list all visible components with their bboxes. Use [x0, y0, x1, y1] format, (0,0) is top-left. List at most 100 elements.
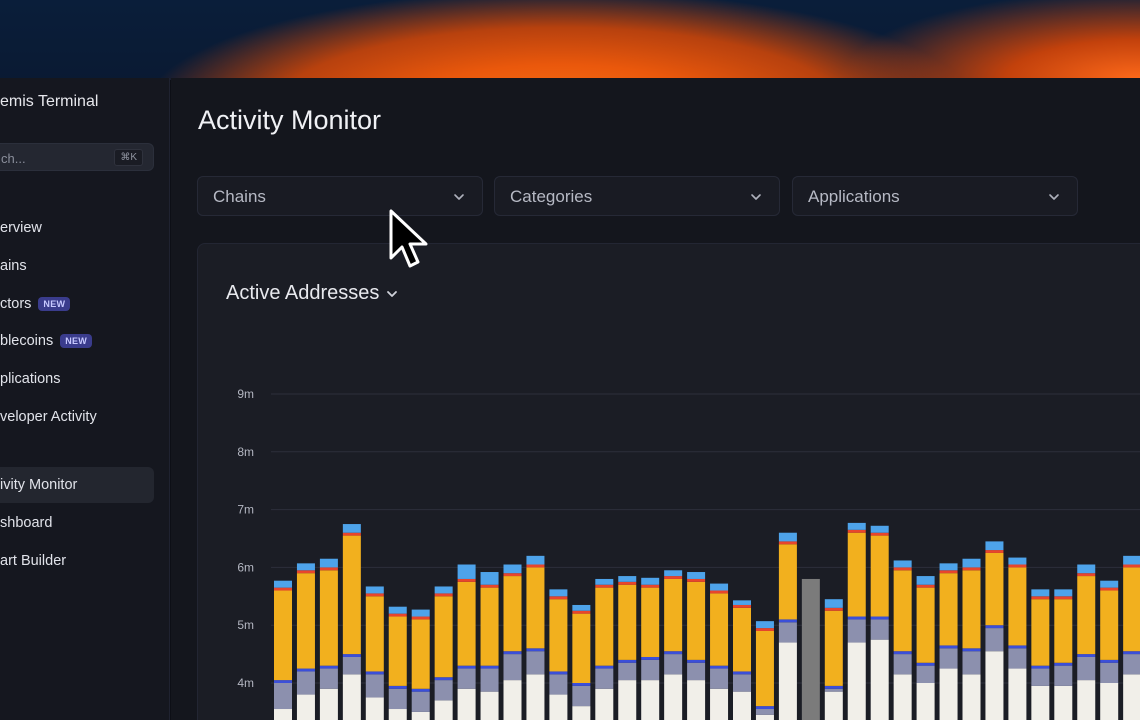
bar-segment[interactable] — [503, 651, 522, 655]
bar-segment[interactable] — [365, 586, 384, 594]
bar-segment[interactable] — [755, 621, 774, 629]
bar-segment[interactable] — [870, 639, 889, 720]
bar-segment[interactable] — [870, 525, 889, 533]
bar-segment[interactable] — [480, 668, 499, 692]
bar-segment[interactable] — [1077, 573, 1096, 577]
bar-segment[interactable] — [755, 628, 774, 631]
bar-segment[interactable] — [687, 659, 706, 663]
bar-segment[interactable] — [388, 616, 407, 686]
bar-segment[interactable] — [388, 685, 407, 689]
bar-segment[interactable] — [778, 532, 797, 542]
bar[interactable] — [365, 586, 384, 720]
bar-segment[interactable] — [733, 674, 751, 692]
bar-segment[interactable] — [388, 613, 407, 617]
bar-segment[interactable] — [985, 552, 1004, 626]
bar-segment[interactable] — [1100, 683, 1119, 720]
bar-segment[interactable] — [710, 668, 729, 689]
bar-segment[interactable] — [916, 576, 935, 585]
bar[interactable] — [847, 522, 866, 720]
bar-segment[interactable] — [411, 619, 430, 689]
bar-segment[interactable] — [939, 570, 958, 574]
sidebar-item-sectors[interactable]: ctors NEW — [0, 290, 71, 318]
bar-segment[interactable] — [755, 706, 774, 710]
bar-segment[interactable] — [939, 563, 958, 571]
bar-segment[interactable] — [457, 668, 476, 689]
bar-segment[interactable] — [641, 577, 660, 585]
bar-segment[interactable] — [388, 688, 407, 710]
bar-segment[interactable] — [939, 648, 958, 669]
bar-segment[interactable] — [687, 581, 706, 660]
sidebar-item-overview[interactable]: erview — [0, 214, 42, 242]
bar-segment[interactable] — [916, 584, 935, 588]
bar-segment[interactable] — [549, 674, 568, 695]
bar[interactable] — [893, 560, 912, 720]
bar-segment[interactable] — [755, 709, 774, 715]
bar-segment[interactable] — [1123, 564, 1140, 568]
bar-segment[interactable] — [893, 651, 912, 655]
bar-segment[interactable] — [274, 709, 292, 720]
bar[interactable] — [985, 541, 1004, 720]
bar[interactable] — [319, 558, 338, 720]
bar-segment[interactable] — [618, 581, 637, 585]
bar-segment[interactable] — [342, 532, 361, 536]
bar[interactable] — [457, 564, 476, 720]
bar-segment[interactable] — [595, 665, 614, 669]
bar-segment[interactable] — [778, 619, 797, 623]
bar-segment[interactable] — [503, 573, 522, 577]
bar-segment[interactable] — [847, 642, 866, 720]
bar-segment[interactable] — [526, 555, 545, 565]
bar-segment[interactable] — [664, 570, 683, 577]
bar-segment[interactable] — [480, 665, 499, 669]
bar[interactable] — [1100, 580, 1119, 720]
bar-segment[interactable] — [434, 700, 453, 720]
bar-segment[interactable] — [1031, 596, 1050, 600]
bar[interactable] — [962, 558, 981, 720]
bar-segment[interactable] — [457, 578, 476, 582]
bar-segment[interactable] — [985, 550, 1004, 553]
bar[interactable] — [296, 563, 315, 720]
bar-segment[interactable] — [824, 599, 843, 608]
bar-segment[interactable] — [1008, 567, 1027, 646]
bar[interactable] — [342, 524, 361, 720]
bar[interactable] — [801, 578, 820, 720]
chains-dropdown[interactable]: Chains — [197, 176, 483, 216]
bar-segment[interactable] — [526, 564, 545, 568]
bar-segment[interactable] — [1008, 564, 1027, 568]
bar-segment[interactable] — [296, 668, 315, 672]
bar-segment[interactable] — [824, 688, 843, 692]
bar-segment[interactable] — [962, 570, 981, 649]
bar-segment[interactable] — [1100, 590, 1119, 660]
sidebar-item-developer-activity[interactable]: veloper Activity — [0, 403, 97, 431]
bar-segment[interactable] — [549, 671, 568, 675]
bar-segment[interactable] — [847, 529, 866, 533]
bar-segment[interactable] — [778, 642, 797, 720]
bar-segment[interactable] — [503, 564, 522, 574]
bar-segment[interactable] — [1123, 674, 1140, 720]
bar[interactable] — [939, 563, 958, 720]
bar-segment[interactable] — [893, 674, 912, 720]
bar-segment[interactable] — [457, 665, 476, 669]
bar-segment[interactable] — [1008, 648, 1027, 669]
bar-segment[interactable] — [847, 616, 866, 620]
bar-segment[interactable] — [755, 630, 774, 707]
bar-segment[interactable] — [503, 680, 522, 720]
bar-segment[interactable] — [778, 622, 797, 643]
bar-segment[interactable] — [916, 662, 935, 666]
bar-segment[interactable] — [365, 593, 384, 597]
bar-segment[interactable] — [1077, 564, 1096, 574]
bar-segment[interactable] — [1008, 645, 1027, 649]
search-input[interactable]: ch... ⌘K — [0, 143, 154, 171]
applications-dropdown[interactable]: Applications — [792, 176, 1078, 216]
bar-segment[interactable] — [319, 570, 338, 666]
bar-segment[interactable] — [641, 656, 660, 660]
bar-segment[interactable] — [847, 619, 866, 643]
bar-segment[interactable] — [687, 572, 706, 579]
bar-segment[interactable] — [916, 587, 935, 663]
bar-segment[interactable] — [962, 651, 981, 675]
bar[interactable] — [274, 580, 292, 720]
bar-segment[interactable] — [870, 616, 889, 620]
bar[interactable] — [618, 576, 637, 720]
bar-segment[interactable] — [870, 532, 889, 536]
bar-segment[interactable] — [710, 665, 729, 669]
bar[interactable] — [733, 600, 751, 720]
